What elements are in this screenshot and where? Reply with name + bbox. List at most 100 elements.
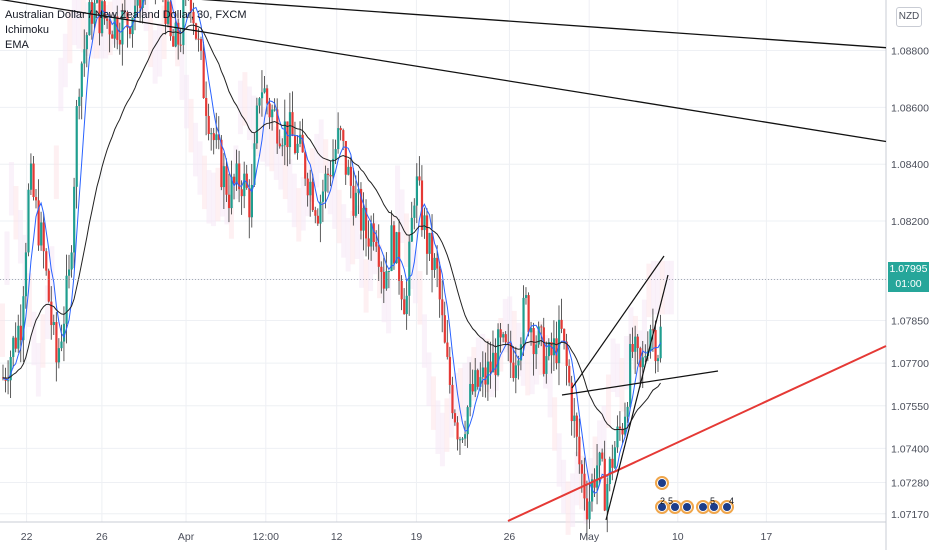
ichimoku-cloud xyxy=(619,358,625,412)
ichimoku-cloud xyxy=(0,303,5,357)
ichimoku-cloud xyxy=(386,279,392,334)
candle-body xyxy=(101,1,104,34)
candle-body xyxy=(349,166,353,186)
candle-body xyxy=(200,39,203,51)
ichimoku-cloud xyxy=(615,343,621,398)
candle-body xyxy=(517,360,520,366)
ichimoku-cloud xyxy=(606,374,612,428)
candle-body xyxy=(659,326,662,359)
candle-body xyxy=(222,166,226,188)
event-marker[interactable] xyxy=(696,500,710,514)
ichimoku-cloud xyxy=(538,321,544,375)
candle-body xyxy=(403,299,406,315)
candle-body xyxy=(611,458,614,468)
candle-body xyxy=(514,365,518,378)
candle-body xyxy=(575,415,578,437)
candle-body xyxy=(464,434,467,439)
candle-body xyxy=(603,458,606,511)
candle-body xyxy=(568,365,571,383)
candle-body xyxy=(644,356,647,358)
candle-body xyxy=(494,352,497,376)
candle-body xyxy=(471,383,474,392)
candle-body xyxy=(179,44,182,46)
candle-body xyxy=(527,295,530,333)
candle-body xyxy=(50,301,53,326)
candle-body xyxy=(626,406,629,417)
candle-body xyxy=(35,197,38,201)
legend-indicator-ema[interactable]: EMA xyxy=(5,39,29,51)
candle-body xyxy=(29,163,33,190)
candle-body xyxy=(598,452,601,466)
ichimoku-cloud xyxy=(439,412,445,467)
candle-body xyxy=(60,341,63,349)
ichimoku-cloud xyxy=(300,177,306,231)
legend-indicator-ichimoku[interactable]: Ichimoku xyxy=(5,24,50,36)
candle-body xyxy=(453,413,457,423)
candle-body xyxy=(573,415,576,422)
ichimoku-cloud xyxy=(395,165,401,219)
candle-body xyxy=(121,11,124,45)
candle-body xyxy=(98,0,101,34)
ichimoku-conversion-line xyxy=(2,0,661,494)
candle-body xyxy=(532,328,535,355)
ichimoku-cloud xyxy=(44,285,50,339)
candle-body xyxy=(436,257,439,269)
currency-label[interactable]: NZD xyxy=(896,7,922,27)
candle-body xyxy=(233,176,236,184)
candle-body xyxy=(113,16,116,39)
ichimoku-cloud xyxy=(623,336,629,390)
ichimoku-cloud xyxy=(412,249,418,304)
candle-body xyxy=(177,22,180,45)
candle-body xyxy=(540,326,543,328)
candle-body xyxy=(372,223,375,242)
x-tick-label: 26 xyxy=(96,531,108,543)
candle-body xyxy=(461,438,464,440)
ichimoku-cloud xyxy=(287,159,293,213)
candle-body xyxy=(380,266,383,272)
candle-body xyxy=(413,205,416,218)
y-tick-label: 1.07170 xyxy=(891,509,929,521)
ichimoku-cloud xyxy=(664,260,670,315)
candle-body xyxy=(329,174,332,177)
ichimoku-cloud xyxy=(520,332,526,386)
ichimoku-cloud xyxy=(592,436,598,490)
ichimoku-cloud xyxy=(202,155,208,210)
ichimoku-cloud xyxy=(475,337,481,391)
candle-body xyxy=(248,187,251,218)
legend-symbol[interactable]: Australian Dollar / New Zealand Dollar, … xyxy=(5,9,247,21)
candle-body xyxy=(88,2,91,36)
event-marker[interactable] xyxy=(655,476,669,490)
event-marker[interactable] xyxy=(680,500,694,514)
ichimoku-cloud xyxy=(251,95,257,150)
candle-body xyxy=(220,139,223,188)
y-tick-label: 1.08800 xyxy=(891,46,929,58)
candle-body xyxy=(189,0,193,12)
candle-body xyxy=(324,173,327,192)
ichimoku-cloud xyxy=(296,188,302,242)
candle-body xyxy=(314,210,317,216)
event-marker[interactable] xyxy=(720,500,734,514)
candle-body xyxy=(542,327,545,374)
candle-body xyxy=(281,145,284,147)
candle-body xyxy=(258,98,261,106)
x-tick-label: 17 xyxy=(761,531,773,543)
event-count: 4 xyxy=(729,496,735,506)
flag-icon xyxy=(671,503,679,511)
candle-body xyxy=(14,337,17,349)
candle-body xyxy=(634,336,637,352)
flag-icon xyxy=(723,503,731,511)
ichimoku-cloud xyxy=(426,352,432,406)
candle-body xyxy=(215,134,218,141)
candle-body xyxy=(238,163,241,190)
ichimoku-cloud xyxy=(502,298,508,353)
candle-body xyxy=(347,166,350,175)
candle-body xyxy=(192,11,195,24)
candle-body xyxy=(425,215,429,254)
candle-body xyxy=(52,322,55,326)
x-tick-label: 10 xyxy=(672,531,684,543)
ichimoku-cloud xyxy=(556,433,562,487)
event-count: 2 xyxy=(660,496,666,506)
ichimoku-cloud xyxy=(444,398,450,452)
